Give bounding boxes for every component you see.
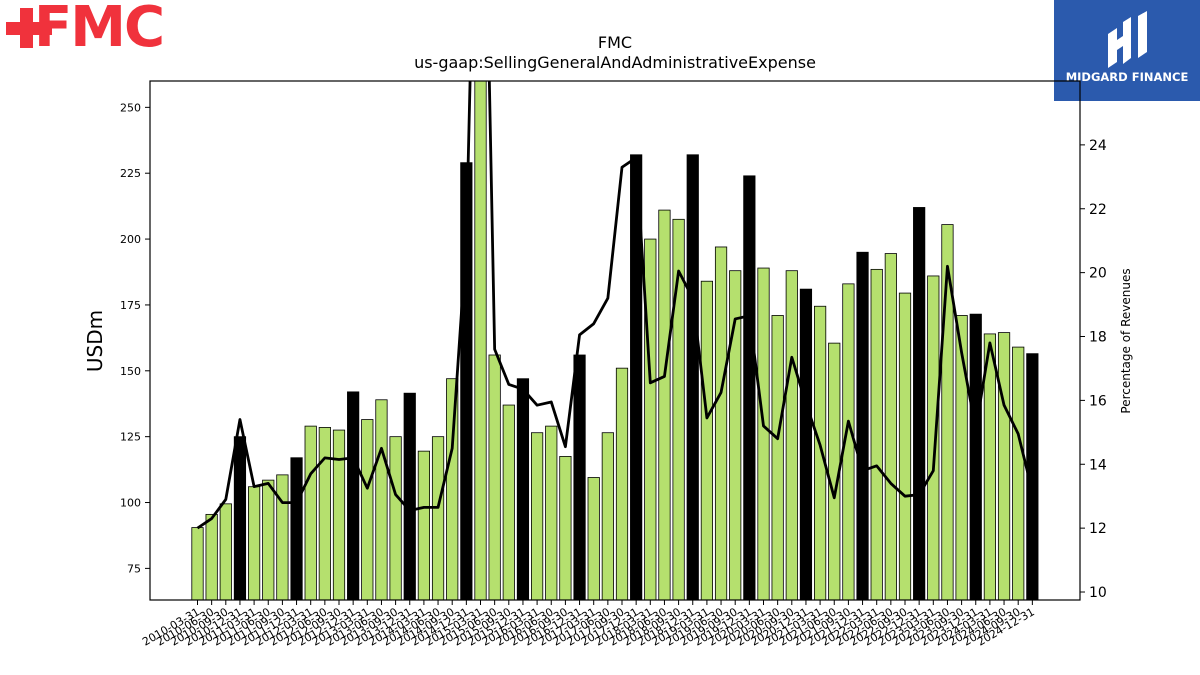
bar-2013-03-31 (361, 419, 374, 600)
y2-tick-label: 14 (1089, 457, 1107, 473)
bar-2016-12-31 (573, 354, 586, 600)
ratio-line (196, 81, 1034, 530)
bar-2024-12-31 (1026, 353, 1039, 600)
y2-tick-label: 16 (1089, 393, 1107, 409)
y2-tick-label: 20 (1089, 266, 1107, 282)
y-tick-label: 200 (120, 233, 141, 246)
y2-tick-label: 24 (1089, 138, 1107, 154)
y-tick-label: 175 (120, 299, 141, 312)
bar-2011-09-30 (276, 474, 289, 600)
bars-group (191, 81, 1039, 600)
y-tick-label: 150 (120, 365, 141, 378)
bar-2016-06-30 (545, 425, 558, 600)
bar-2023-12-31 (969, 313, 982, 600)
bar-2011-06-30 (262, 479, 275, 600)
bar-2010-06-30 (205, 513, 218, 600)
bar-2020-09-30 (785, 270, 798, 600)
bar-2018-06-30 (658, 209, 671, 600)
bar-2023-03-31 (927, 275, 940, 600)
y2-tick-label: 12 (1089, 521, 1107, 537)
y-tick-label: 100 (120, 497, 141, 510)
bar-2010-03-31 (191, 527, 204, 600)
bar-2024-06-30 (997, 332, 1011, 600)
bar-2013-09-30 (389, 436, 402, 600)
y2-tick-label: 10 (1089, 585, 1107, 601)
y-tick-label: 225 (120, 167, 141, 180)
bar-2022-12-31 (913, 207, 926, 600)
bar-2012-12-31 (347, 391, 360, 600)
logo-right-text: MIDGARD FINANCE (1066, 70, 1189, 84)
bar-2023-09-30 (955, 315, 968, 600)
bar-2015-09-30 (502, 404, 515, 600)
chart-subtitle: us-gaap:SellingGeneralAndAdministrativeE… (414, 53, 816, 72)
bar-2014-12-31 (460, 162, 473, 600)
chart-title: FMC (598, 33, 632, 52)
bar-2022-06-30 (884, 253, 897, 600)
bar-2015-06-30 (488, 354, 501, 600)
bar-2021-03-31 (814, 305, 827, 600)
bar-2015-03-31 (474, 81, 487, 600)
bar-2015-12-31 (516, 378, 530, 600)
ratio-line-group (196, 81, 1034, 530)
bar-2020-03-31 (757, 267, 770, 600)
bar-2014-03-31 (417, 450, 431, 600)
bar-2022-09-30 (898, 292, 912, 600)
bar-2019-09-30 (729, 270, 742, 600)
bar-2012-03-31 (304, 425, 317, 600)
bar-2018-09-30 (672, 218, 685, 600)
y-axis-ticks: 75 100 125 150 175 200 225 250 (120, 101, 150, 575)
x-axis-ticks: 2010-03-312010-06-302010-09-302010-12-31… (140, 600, 1037, 649)
bar-2022-03-31 (870, 268, 883, 600)
bar-2019-06-30 (714, 246, 728, 600)
y-axis-label: USDm (83, 310, 107, 372)
bar-2013-06-30 (375, 399, 388, 600)
y2-axis-label: Percentage of Revenues (1119, 268, 1133, 413)
bar-2011-03-31 (247, 486, 261, 600)
bar-2013-12-31 (403, 392, 416, 600)
bar-2019-03-31 (700, 280, 714, 600)
bar-2018-03-31 (644, 238, 657, 600)
fmc-logo: FMC (6, 0, 165, 60)
bar-2020-12-31 (799, 288, 813, 600)
bar-2016-09-30 (559, 456, 572, 600)
bar-2019-12-31 (743, 175, 756, 600)
y2-axis-ticks: 10 12 14 16 18 20 22 24 (1080, 138, 1107, 601)
bar-2018-12-31 (686, 154, 699, 600)
bar-2010-09-30 (219, 503, 232, 600)
midgard-logo: MIDGARD FINANCE (1054, 0, 1200, 101)
bar-2021-12-31 (856, 251, 869, 600)
bar-2017-12-31 (630, 154, 643, 600)
logo-flag-post-icon (20, 8, 33, 48)
bar-2012-09-30 (332, 429, 346, 600)
y-tick-label: 125 (120, 431, 141, 444)
bar-2016-03-31 (531, 432, 544, 600)
y-tick-label: 250 (120, 101, 141, 114)
bar-2014-06-30 (431, 436, 445, 600)
bar-2012-06-30 (318, 427, 331, 600)
bar-2014-09-30 (446, 378, 459, 600)
midgard-mark-icon (1108, 11, 1147, 68)
logo-left-text: FMC (34, 0, 163, 60)
plot-frame (149, 80, 1081, 601)
bar-2011-12-31 (290, 457, 303, 600)
bar-2020-06-30 (771, 315, 784, 600)
bar-2024-09-30 (1012, 346, 1025, 600)
bar-2023-06-30 (941, 224, 954, 600)
bar-2017-03-31 (587, 477, 600, 600)
bar-2017-06-30 (601, 432, 614, 600)
y2-tick-label: 18 (1089, 330, 1107, 346)
y-tick-label: 75 (127, 562, 141, 575)
bar-2017-09-30 (615, 367, 629, 600)
bar-2024-03-31 (983, 333, 997, 600)
y2-tick-label: 22 (1089, 202, 1107, 218)
bar-2010-12-31 (233, 436, 247, 600)
